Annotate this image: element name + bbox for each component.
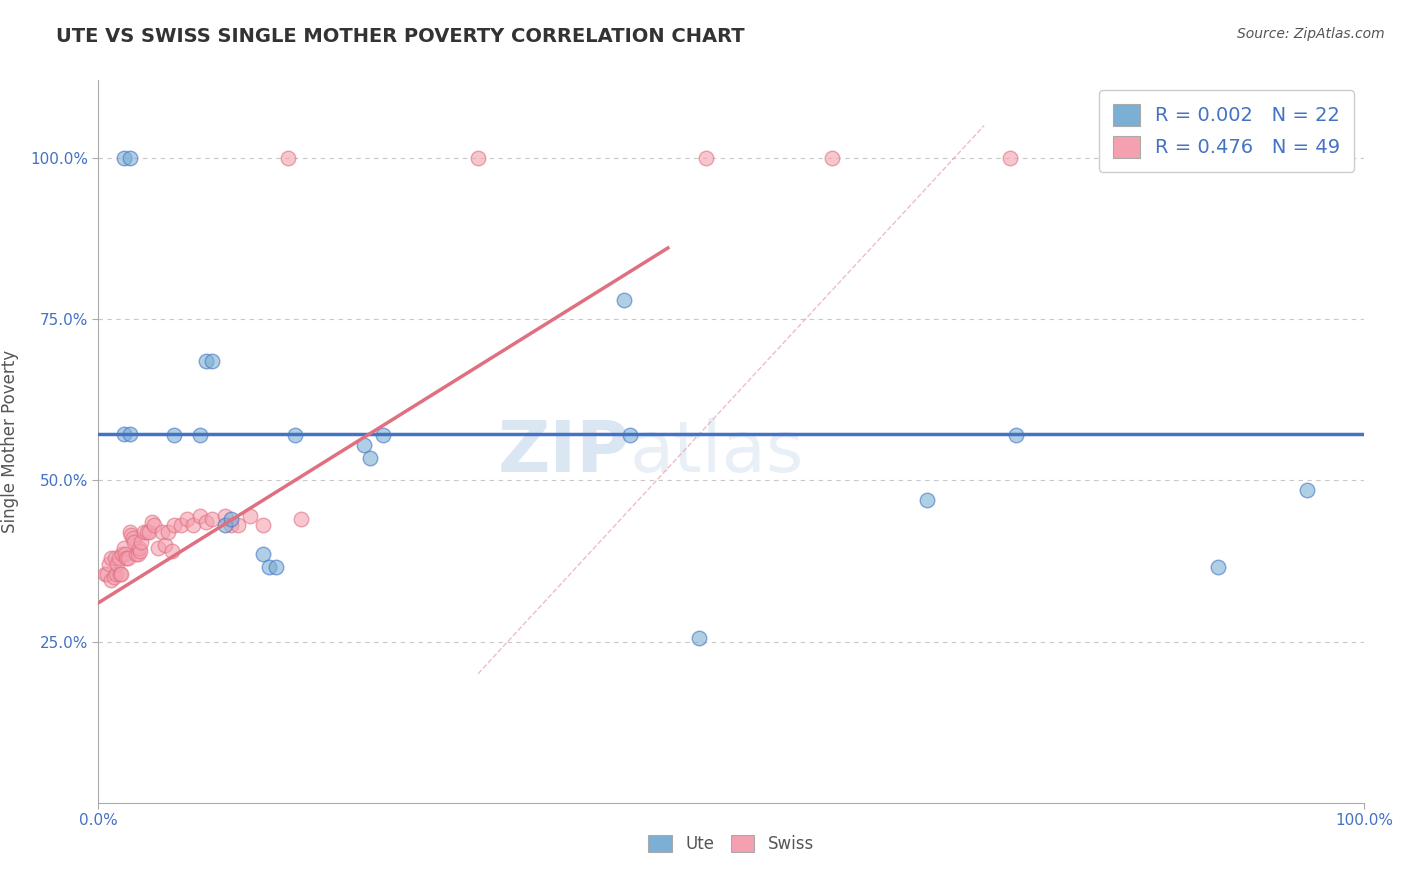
Point: [169, 518, 191, 533]
Point: [214, 508, 236, 523]
Point: [122, 534, 145, 549]
Point: [128, 541, 150, 555]
Point: [143, 518, 166, 533]
Point: [138, 524, 160, 539]
Point: [188, 428, 211, 442]
Point: [108, 566, 131, 581]
Point: [612, 293, 634, 307]
Point: [111, 548, 134, 562]
Point: [112, 541, 135, 555]
Point: [214, 518, 236, 533]
Point: [146, 541, 169, 555]
Point: [104, 550, 127, 565]
Point: [97, 557, 120, 571]
Point: [917, 492, 939, 507]
Point: [129, 544, 152, 558]
Point: [120, 528, 142, 542]
Point: [141, 515, 163, 529]
Point: [163, 428, 186, 442]
Point: [219, 512, 243, 526]
Point: [155, 538, 177, 552]
Point: [290, 512, 312, 526]
Point: [252, 548, 274, 562]
Point: [93, 566, 117, 581]
Point: [259, 560, 281, 574]
Point: [194, 515, 218, 529]
Point: [100, 550, 122, 565]
Point: [688, 632, 710, 646]
Point: [105, 566, 128, 581]
Point: [107, 550, 129, 565]
Point: [135, 524, 157, 539]
Point: [100, 573, 122, 587]
Point: [371, 428, 394, 442]
Point: [132, 524, 155, 539]
Text: Source: ZipAtlas.com: Source: ZipAtlas.com: [1237, 27, 1385, 41]
Point: [998, 151, 1021, 165]
Point: [264, 560, 287, 574]
Text: UTE VS SWISS SINGLE MOTHER POVERTY CORRELATION CHART: UTE VS SWISS SINGLE MOTHER POVERTY CORRE…: [56, 27, 745, 45]
Point: [1206, 560, 1229, 574]
Point: [183, 518, 205, 533]
Point: [1296, 483, 1319, 497]
Point: [219, 518, 243, 533]
Point: [131, 534, 153, 549]
Point: [114, 548, 136, 562]
Point: [277, 151, 299, 165]
Point: [150, 524, 173, 539]
Point: [103, 570, 125, 584]
Point: [107, 557, 129, 571]
Point: [194, 354, 218, 368]
Point: [239, 508, 262, 523]
Point: [110, 566, 132, 581]
Point: [112, 151, 135, 165]
Point: [96, 566, 118, 581]
Point: [821, 151, 844, 165]
Point: [284, 428, 307, 442]
Point: [695, 151, 717, 165]
Point: [120, 151, 141, 165]
Point: [112, 427, 135, 442]
Point: [360, 450, 382, 465]
Point: [353, 438, 375, 452]
Point: [125, 548, 148, 562]
Legend: Ute, Swiss: Ute, Swiss: [641, 828, 821, 860]
Point: [120, 524, 141, 539]
Text: ZIP: ZIP: [498, 417, 630, 487]
Y-axis label: Single Mother Poverty: Single Mother Poverty: [1, 350, 18, 533]
Point: [201, 512, 224, 526]
Point: [176, 512, 198, 526]
Point: [619, 428, 641, 442]
Text: atlas: atlas: [630, 417, 804, 487]
Point: [127, 548, 149, 562]
Point: [120, 427, 141, 442]
Point: [117, 550, 139, 565]
Point: [157, 524, 180, 539]
Point: [160, 544, 183, 558]
Point: [201, 354, 224, 368]
Point: [121, 531, 143, 545]
Point: [467, 151, 489, 165]
Point: [226, 518, 249, 533]
Point: [252, 518, 274, 533]
Point: [188, 508, 211, 523]
Point: [1004, 428, 1026, 442]
Point: [115, 550, 138, 565]
Point: [163, 518, 186, 533]
